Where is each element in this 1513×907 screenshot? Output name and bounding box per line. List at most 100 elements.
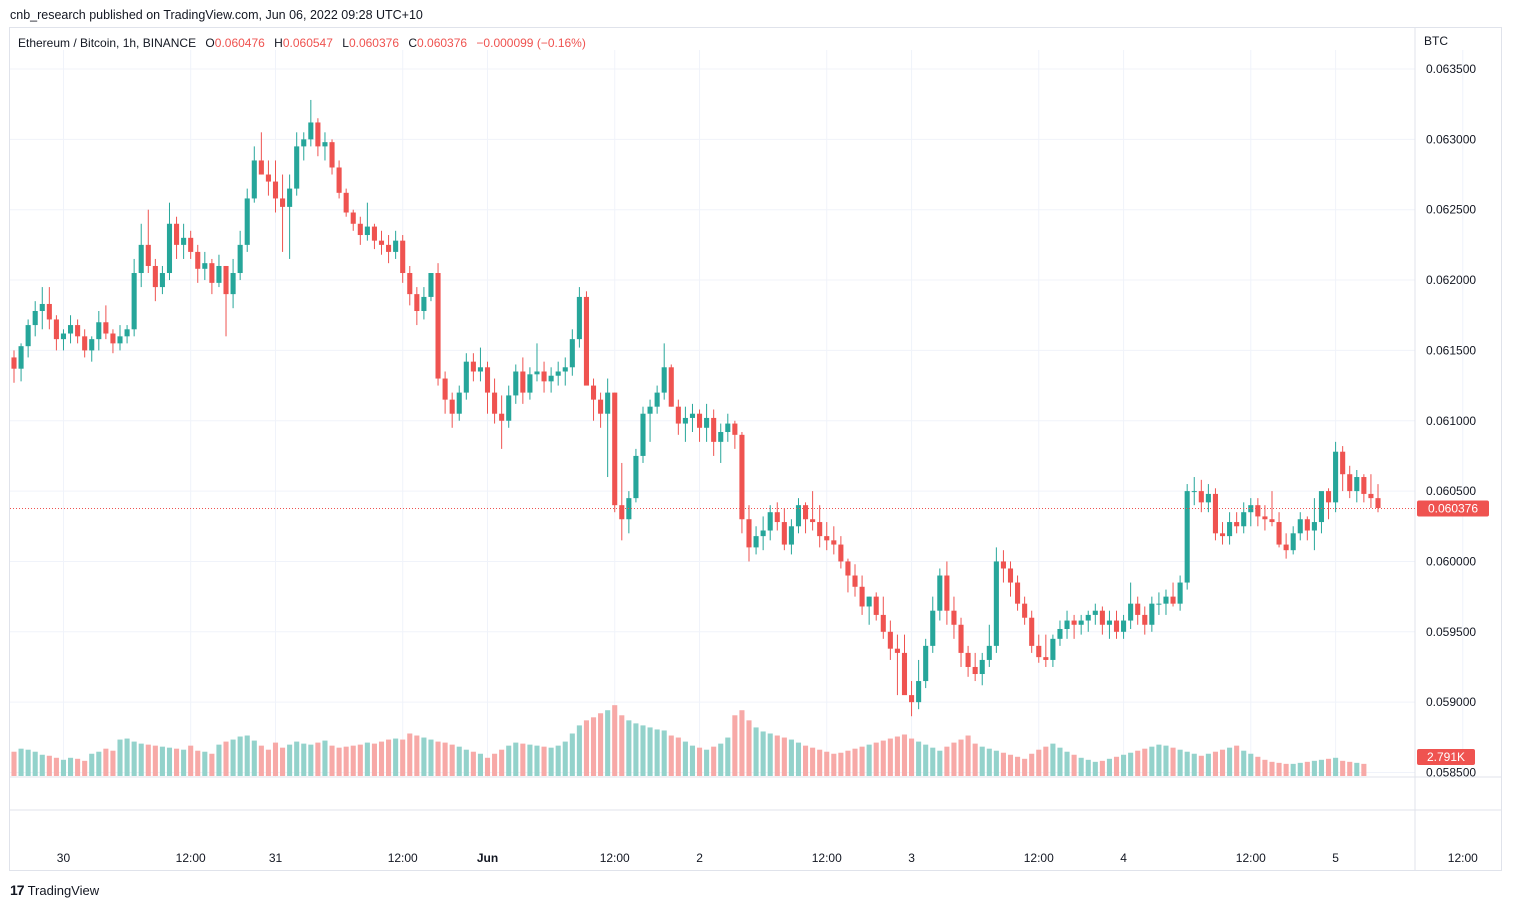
volume-bar xyxy=(230,739,236,776)
volume-bar xyxy=(110,750,116,776)
volume-bar xyxy=(1198,755,1204,776)
candle-body xyxy=(689,413,696,418)
candle-body xyxy=(407,273,413,295)
volume-bar xyxy=(1142,748,1148,776)
candle-body xyxy=(1057,628,1063,639)
volume-bar xyxy=(916,741,922,776)
volume-bar xyxy=(371,743,377,776)
volume-bar xyxy=(1269,761,1275,776)
volume-bar xyxy=(287,744,293,776)
candle-body xyxy=(972,666,978,675)
candle-body xyxy=(555,371,561,376)
volume-bar xyxy=(583,720,590,776)
volume-bar xyxy=(527,744,533,776)
candle-body xyxy=(1227,522,1233,537)
volume-bar xyxy=(1304,761,1310,776)
candle-body xyxy=(930,610,936,646)
time-tick-label: 12:00 xyxy=(388,851,418,865)
volume-bar xyxy=(1276,762,1282,776)
volume-bar xyxy=(145,744,151,776)
candle-body xyxy=(887,631,893,649)
time-tick-label: 31 xyxy=(269,851,283,865)
candle-body xyxy=(251,160,257,199)
candle-body xyxy=(612,392,618,506)
volume-bar xyxy=(1255,756,1261,776)
candle-body xyxy=(704,417,710,428)
candle-body xyxy=(682,417,688,424)
candle-body xyxy=(110,333,116,344)
candle-body xyxy=(244,198,250,245)
candle-body xyxy=(322,142,328,147)
candle-body xyxy=(1106,620,1112,625)
volume-bar xyxy=(364,742,370,776)
candle-body xyxy=(230,273,236,295)
volume-bar xyxy=(520,743,526,776)
candle-body xyxy=(640,413,646,456)
volume-bar xyxy=(725,737,731,776)
price-tick-label: 0.063500 xyxy=(1426,62,1476,76)
candle-body xyxy=(569,339,575,368)
candle-body xyxy=(343,192,349,213)
candle-body xyxy=(866,596,872,607)
high-value: 0.060547 xyxy=(282,36,333,50)
volume-bar xyxy=(711,746,717,776)
volume-bar xyxy=(329,745,335,776)
volume-bar xyxy=(1029,753,1035,776)
candle-body xyxy=(1375,498,1381,508)
volume-bar xyxy=(25,749,31,776)
volume-bar xyxy=(880,740,886,776)
candle-body xyxy=(746,519,752,548)
candle-body xyxy=(103,322,109,334)
candle-body xyxy=(124,329,130,337)
candle-body xyxy=(329,142,335,168)
candle-body xyxy=(1191,491,1197,493)
volume-bar xyxy=(859,746,865,776)
symbol-label[interactable]: Ethereum / Bitcoin, 1h, BINANCE xyxy=(18,36,197,50)
low-value: 0.060376 xyxy=(348,36,399,50)
candle-body xyxy=(986,645,992,660)
candle-body xyxy=(400,240,406,274)
volume-bar xyxy=(414,735,420,776)
volume-bar xyxy=(972,743,978,776)
publisher-line: cnb_research published on TradingView.co… xyxy=(10,8,423,22)
tradingview-brand[interactable]: 17 TradingView xyxy=(10,882,99,898)
volume-bar xyxy=(668,735,674,776)
volume-bar xyxy=(1347,761,1353,776)
candle-body xyxy=(852,575,858,587)
chart-frame xyxy=(9,27,1502,871)
volume-bar xyxy=(647,727,653,776)
volume-bar xyxy=(1000,752,1006,776)
candle-body xyxy=(265,174,271,182)
volume-bar xyxy=(824,751,830,776)
volume-bar xyxy=(272,742,279,776)
volume-bar xyxy=(598,713,604,776)
volume-bar xyxy=(605,710,611,776)
candle-body xyxy=(294,146,300,189)
candle-body xyxy=(1128,603,1134,621)
volume-bar xyxy=(265,749,271,776)
volume-bar xyxy=(1149,746,1155,776)
volume-bar xyxy=(67,757,74,776)
volume-bar xyxy=(1156,744,1162,776)
last-price-badge xyxy=(1417,500,1489,517)
candle-body xyxy=(188,237,194,252)
candle-body xyxy=(739,434,745,520)
time-tick-label: 12:00 xyxy=(1236,851,1266,865)
candle-body xyxy=(654,392,660,407)
candle-body xyxy=(237,244,243,274)
volume-bar xyxy=(280,747,286,776)
volume-bar xyxy=(209,753,215,776)
volume-bar xyxy=(1064,751,1070,776)
volume-bar xyxy=(569,733,575,776)
volume-bar xyxy=(103,748,109,776)
candle-body xyxy=(1297,519,1303,534)
candle-body xyxy=(1290,533,1296,551)
candle-body xyxy=(315,122,321,147)
volume-bar xyxy=(350,745,356,776)
candle-body xyxy=(18,346,24,369)
candle-body xyxy=(774,512,780,523)
volume-bar xyxy=(781,737,787,776)
volume-bar xyxy=(386,739,392,776)
candle-body xyxy=(1276,522,1282,545)
